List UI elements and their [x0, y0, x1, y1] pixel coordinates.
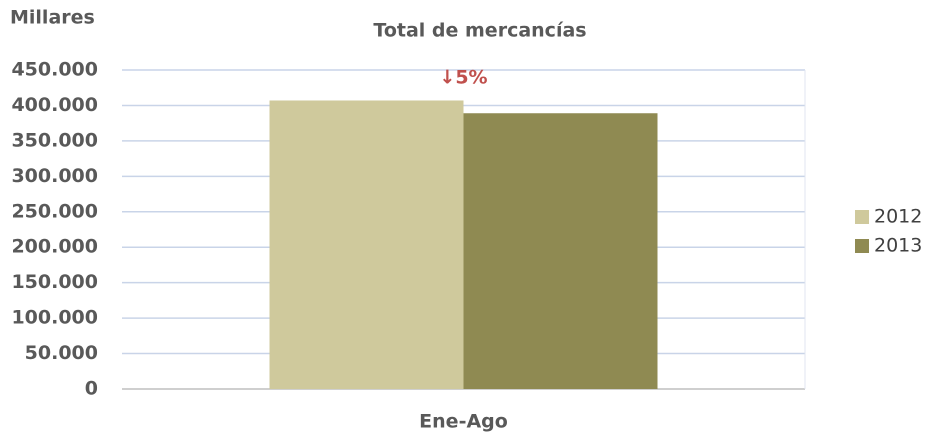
y-tick-label: 100.000: [11, 307, 98, 329]
y-tick-label: 250.000: [11, 200, 98, 222]
y-tick-label: 0: [85, 378, 98, 400]
legend-label: 2013: [874, 235, 922, 257]
y-tick-label: 300.000: [11, 165, 98, 187]
y-tick-label: 450.000: [11, 59, 98, 81]
y-tick-label: 200.000: [11, 236, 98, 258]
bar: [463, 113, 658, 390]
legend-swatch: [855, 210, 869, 224]
y-tick-label: 350.000: [11, 129, 98, 151]
chart-title: Total de mercancías: [373, 20, 586, 42]
y-tick-label: 150.000: [11, 271, 98, 293]
y-tick-label: 50.000: [25, 342, 98, 364]
legend-label: 2012: [874, 206, 922, 228]
x-tick-label: Ene-Ago: [419, 411, 508, 433]
legend-swatch: [855, 239, 869, 253]
y-tick-label: 400.000: [11, 94, 98, 116]
bar: [269, 100, 464, 389]
annotation: ↓5%: [439, 67, 487, 89]
y-axis-label: Millares: [10, 7, 95, 29]
